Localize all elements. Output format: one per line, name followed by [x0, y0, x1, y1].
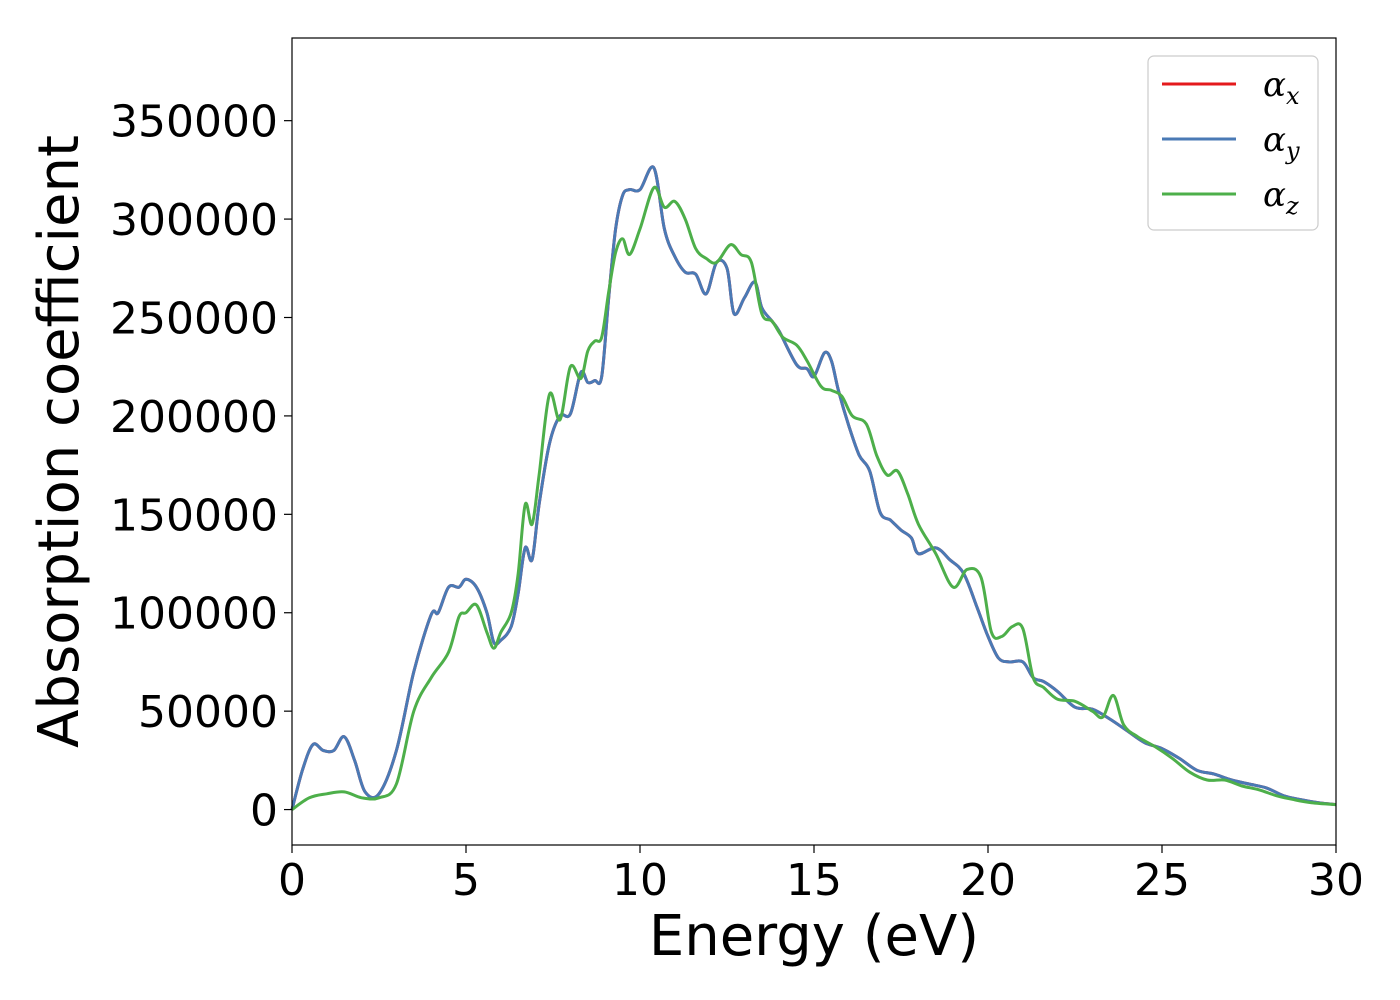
legend: αx αy αz — [1147, 55, 1319, 231]
y-tick-label: 50000 — [138, 687, 278, 738]
legend-label-alpha-x: αx — [1263, 65, 1300, 110]
y-axis-ticks: 0 50000 100000 150000 200000 250000 300000 3500… — [110, 97, 292, 837]
legend-box — [1147, 55, 1319, 231]
series-line-alpha-x — [290, 165, 1337, 810]
x-tick-label: 20 — [960, 855, 1016, 906]
x-tick-label: 15 — [786, 855, 842, 906]
legend-label-alpha-z: αz — [1263, 175, 1299, 220]
y-tick-label: 300000 — [110, 195, 278, 246]
legend-label-alpha-y: αy — [1263, 120, 1300, 165]
x-axis-title: Energy (eV) — [649, 904, 979, 969]
x-tick-label: 0 — [278, 855, 306, 906]
series-line-alpha-z — [291, 185, 1337, 811]
y-tick-label: 100000 — [110, 589, 278, 640]
x-axis-ticks: 0 5 10 15 20 25 30 — [278, 845, 1364, 906]
series-layer — [290, 165, 1337, 811]
y-tick-label: 200000 — [110, 392, 278, 443]
x-tick-label: 5 — [452, 855, 480, 906]
x-tick-label: 25 — [1134, 855, 1190, 906]
series-line-alpha-y — [290, 165, 1337, 810]
y-axis-title: Absorption coefficient — [27, 135, 92, 748]
x-tick-label: 10 — [612, 855, 668, 906]
x-tick-label: 30 — [1308, 855, 1364, 906]
y-tick-label: 350000 — [110, 97, 278, 148]
y-tick-label: 150000 — [110, 490, 278, 541]
y-tick-label: 0 — [250, 786, 278, 837]
y-tick-label: 250000 — [110, 293, 278, 344]
